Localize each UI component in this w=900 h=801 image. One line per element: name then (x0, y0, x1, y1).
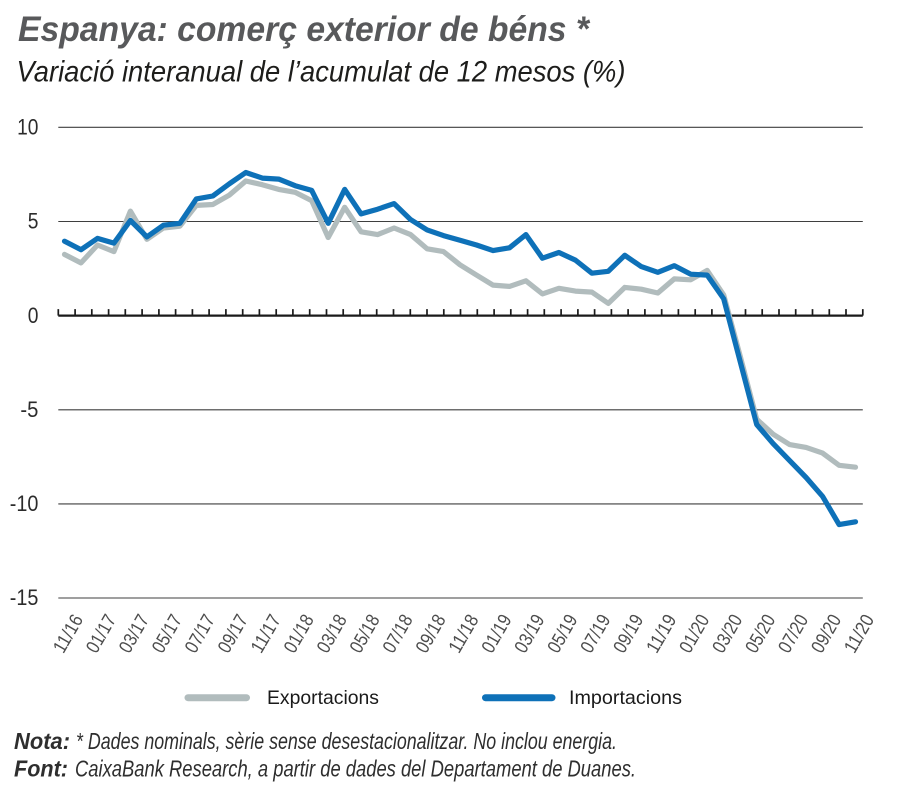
svg-text:05/20: 05/20 (742, 611, 780, 657)
svg-text:Variació interanual de l’acumu: Variació interanual de l’acumulat de 12 … (17, 56, 626, 89)
svg-text:05/17: 05/17 (148, 611, 186, 657)
svg-text:-15: -15 (10, 585, 39, 610)
svg-text:10: 10 (17, 115, 38, 140)
svg-text:Importacions: Importacions (569, 687, 682, 709)
svg-text:Exportacions: Exportacions (267, 687, 379, 709)
svg-text:09/19: 09/19 (610, 611, 648, 657)
svg-text:07/18: 07/18 (379, 611, 417, 657)
svg-text:01/17: 01/17 (83, 611, 121, 657)
svg-text:11/16: 11/16 (50, 611, 88, 657)
svg-text:Espanya: comerç exterior de bé: Espanya: comerç exterior de béns * (18, 10, 590, 49)
svg-text:03/19: 03/19 (511, 611, 549, 657)
svg-text:-10: -10 (10, 491, 39, 516)
svg-text:Nota:: Nota: (14, 728, 70, 754)
svg-text:01/19: 01/19 (478, 611, 516, 657)
svg-text:07/17: 07/17 (181, 611, 219, 657)
svg-text:11/18: 11/18 (445, 611, 483, 657)
svg-text:05/18: 05/18 (346, 611, 384, 657)
svg-text:07/19: 07/19 (577, 611, 615, 657)
svg-text:-5: -5 (20, 397, 38, 422)
svg-text:11/17: 11/17 (247, 611, 285, 657)
svg-text:CaixaBank Research, a partir d: CaixaBank Research, a partir de dades de… (75, 755, 636, 781)
svg-text:07/20: 07/20 (775, 611, 813, 657)
svg-text:09/18: 09/18 (412, 611, 450, 657)
svg-text:03/17: 03/17 (115, 611, 153, 657)
svg-text:03/20: 03/20 (709, 611, 747, 657)
svg-text:* Dades nominals, sèrie sense: * Dades nominals, sèrie sense desestacio… (76, 728, 617, 754)
svg-text:0: 0 (28, 303, 39, 328)
svg-text:05/19: 05/19 (544, 611, 582, 657)
svg-text:11/20: 11/20 (841, 611, 879, 657)
svg-text:09/20: 09/20 (808, 611, 846, 657)
svg-text:03/18: 03/18 (313, 611, 351, 657)
svg-text:01/20: 01/20 (676, 611, 714, 657)
svg-text:11/19: 11/19 (643, 611, 681, 657)
svg-text:5: 5 (28, 209, 39, 234)
svg-text:09/17: 09/17 (214, 611, 252, 657)
svg-text:01/18: 01/18 (280, 611, 318, 657)
svg-text:Font:: Font: (14, 755, 68, 781)
